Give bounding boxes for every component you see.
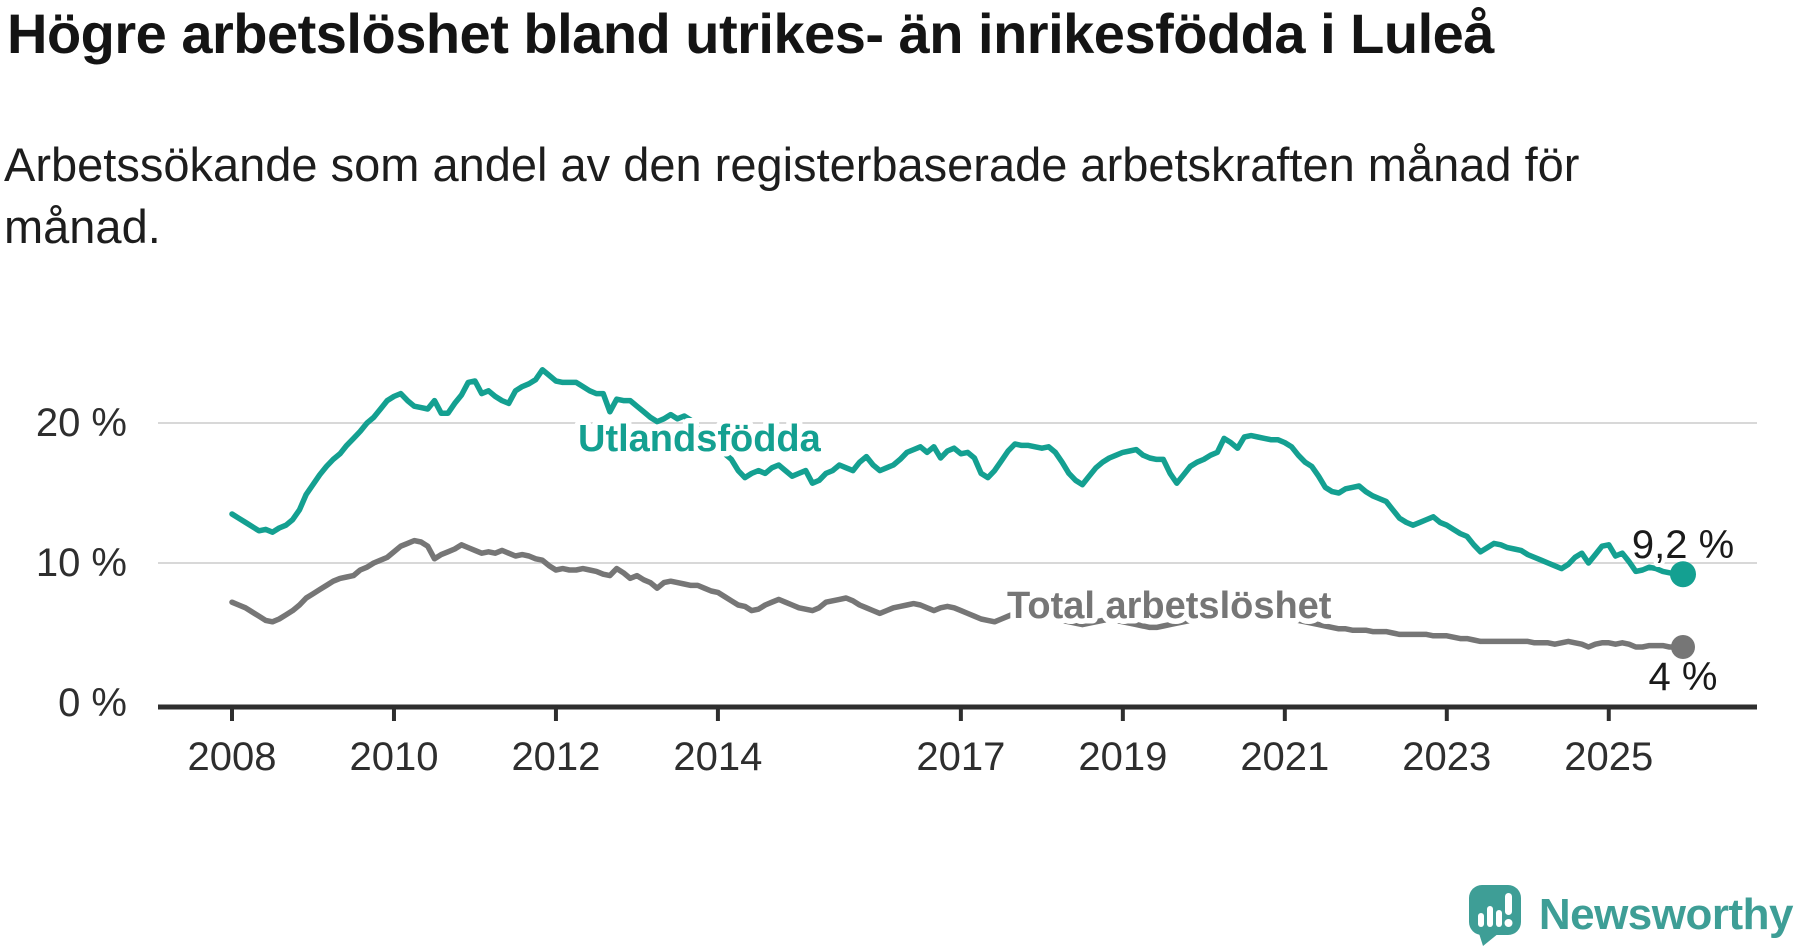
y-axis-label: 10 %: [36, 541, 127, 585]
x-axis-label: 2019: [1078, 735, 1167, 779]
y-axis-label: 20 %: [36, 401, 127, 445]
x-axis-label: 2014: [673, 735, 762, 779]
x-axis-label: 2008: [188, 735, 277, 779]
newsworthy-wordmark: Newsworthy: [1538, 890, 1794, 939]
page-title: Högre arbetslöshet bland utrikes- än inr…: [7, 2, 1494, 65]
series-end-dot-utlandsfodda: [1670, 561, 1696, 588]
series-label-utlandsfodda: Utlandsfödda: [578, 418, 822, 460]
series-line-total-arbetsloshet: [229, 537, 1686, 650]
end-value-label-utlandsfodda: 9,2 %: [1632, 523, 1734, 567]
chart-subtitle-line: Arbetssökande som andel av den registerb…: [4, 138, 1580, 191]
end-value-label-total-arbetsloshet: 4 %: [1649, 655, 1718, 699]
newsworthy-logo-icon: [1468, 885, 1521, 946]
series-line-utlandsfodda: [229, 367, 1686, 577]
x-axis-label: 2017: [916, 735, 1005, 779]
series-label-total-arbetsloshet: Total arbetslöshet: [1007, 585, 1332, 627]
x-axis-label: 2010: [349, 735, 438, 779]
x-axis-label: 2021: [1240, 735, 1329, 779]
x-axis-label: 2025: [1564, 735, 1653, 779]
y-axis-label: 0 %: [58, 681, 127, 725]
chart-subtitle: Arbetssökande som andel av den registerb…: [4, 134, 1704, 258]
chart-subtitle-line: månad.: [4, 200, 161, 253]
x-axis-label: 2023: [1402, 735, 1491, 779]
series-end-dot-total-arbetsloshet: [1671, 635, 1695, 659]
newsworthy-brand: Newsworthy: [1467, 883, 1794, 947]
x-axis-label: 2012: [511, 735, 600, 779]
